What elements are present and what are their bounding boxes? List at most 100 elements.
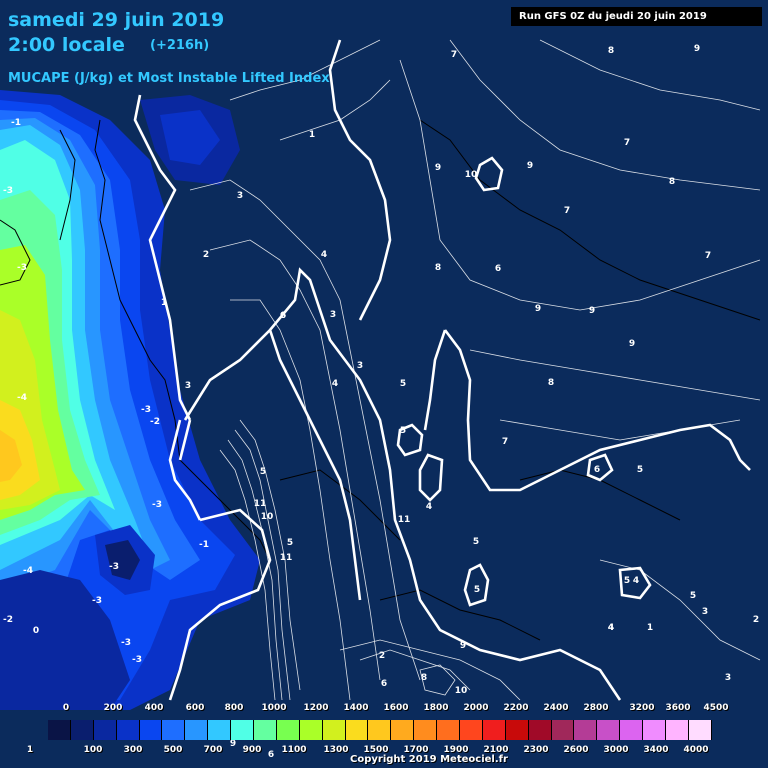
contour-value-label: 0 — [33, 626, 39, 636]
contour-value-label: 3 — [357, 361, 363, 371]
colorbar-label: 1500 — [363, 745, 389, 755]
colorbar-swatch — [116, 720, 140, 740]
colorbar-label: 500 — [163, 745, 183, 755]
colorbar-swatch — [368, 720, 392, 740]
colorbar-bottom-labels: 1 100 300 500 700 900 1100 1300 1500 1700 1900 2100… — [0, 745, 768, 759]
contour-value-label: 9 — [589, 306, 595, 316]
colorbar-swatch — [345, 720, 369, 740]
contour-value-label: 4 — [633, 576, 639, 586]
colorbar-label: 1000 — [261, 703, 287, 713]
colorbar-swatch — [162, 720, 186, 740]
colorbar-label: 1600 — [383, 703, 409, 713]
colorbar-swatch — [597, 720, 621, 740]
contour-value-label: 1 — [161, 298, 167, 308]
contour-value-label: 5 — [474, 585, 480, 595]
colorbar-label: 0 — [62, 703, 70, 713]
contour-value-label: 7 — [451, 50, 457, 60]
cape-contours — [189, 39, 761, 701]
contour-value-label: 5 — [637, 465, 643, 475]
colorbar-label: 300 — [123, 745, 143, 755]
colorbar-swatch — [391, 720, 415, 740]
colorbar-swatch — [643, 720, 667, 740]
contour-value-label: 6 — [594, 465, 600, 475]
colorbar-label: 2200 — [503, 703, 529, 713]
contour-value-label: 4 — [321, 250, 327, 260]
contour-value-label: 8 — [421, 673, 427, 683]
contour-value-label: 3 — [185, 381, 191, 391]
colorbar-label: 1100 — [281, 745, 307, 755]
contour-value-label: 8 — [548, 378, 554, 388]
contour-value-label: -3 — [3, 186, 13, 196]
colorbar-swatch — [437, 720, 461, 740]
contour-value-label: 9 — [435, 163, 441, 173]
contour-value-label: -1 — [11, 118, 21, 128]
run-info-box: Run GFS 0Z du jeudi 20 juin 2019 — [511, 7, 762, 26]
contour-value-label: 1 — [647, 623, 653, 633]
colorbar-top-labels: 0 200 400 600 800 1000 1200 1400 1600 1800 2000 220… — [0, 703, 768, 717]
contour-value-label: 3 — [330, 310, 336, 320]
contour-value-label: 7 — [502, 437, 508, 447]
contour-value-label: 8 — [669, 177, 675, 187]
colorbar-swatch — [276, 720, 300, 740]
contour-value-label: 9 — [460, 641, 466, 651]
contour-value-label: 6 — [268, 750, 274, 760]
colorbar-swatch — [48, 720, 71, 740]
contour-value-label: 6 — [381, 679, 387, 689]
cape-field — [0, 90, 260, 710]
contour-value-label: 5 — [260, 467, 266, 477]
contour-value-label: -1 — [199, 540, 209, 550]
contour-value-label: 7 — [705, 251, 711, 261]
contour-value-label: 10 — [261, 512, 274, 522]
contour-value-label: 2 — [203, 250, 209, 260]
contour-value-label: 4 — [608, 623, 614, 633]
colorbar-swatch — [185, 720, 209, 740]
colorbar-swatch — [528, 720, 552, 740]
contour-value-label: 4 — [608, 623, 614, 633]
contour-value-label: 10 — [455, 686, 468, 696]
contour-value-label: 8 — [608, 46, 614, 56]
colorbar-swatch — [620, 720, 644, 740]
contour-value-label: 5 — [287, 538, 293, 548]
colorbar-swatch — [688, 720, 712, 740]
colorbar-swatch — [208, 720, 232, 740]
contour-value-label: 5 — [690, 591, 696, 601]
valid-date-title: samedi 29 juin 2019 — [8, 9, 225, 31]
colorbar-label: 2100 — [483, 745, 509, 755]
contour-value-label: 7 — [624, 138, 630, 148]
contour-value-label: -3 — [141, 405, 151, 415]
colorbar-label: 1 — [26, 745, 34, 755]
colorbar-label: 1700 — [403, 745, 429, 755]
contour-value-label: 9 — [230, 739, 236, 749]
contour-value-label: -3 — [17, 263, 27, 273]
contour-value-label: 7 — [564, 206, 570, 216]
colorbar-label: 2400 — [543, 703, 569, 713]
colorbar-label: 800 — [224, 703, 244, 713]
contour-value-label: -3 — [132, 655, 142, 665]
contour-value-label: -4 — [17, 393, 27, 403]
contour-value-label: 11 — [280, 553, 293, 563]
colorbar-label: 4000 — [683, 745, 709, 755]
product-title: MUCAPE (J/kg) et Most Instable Lifted In… — [8, 71, 330, 86]
contour-value-label: 11 — [254, 499, 267, 509]
colorbar-label: 1800 — [423, 703, 449, 713]
colorbar-label: 3000 — [603, 745, 629, 755]
contour-value-label: -3 — [92, 596, 102, 606]
colorbar-label: 600 — [185, 703, 205, 713]
colorbar-swatch — [482, 720, 506, 740]
colorbar-label: 2300 — [523, 745, 549, 755]
colorbar-label: 3200 — [629, 703, 655, 713]
colorbar-label: 400 — [144, 703, 164, 713]
contour-value-label: 1 — [309, 130, 315, 140]
contour-value-label: 3 — [702, 607, 708, 617]
colorbar-swatch — [322, 720, 346, 740]
contour-value-label: -3 — [109, 562, 119, 572]
contour-value-label: -2 — [3, 615, 13, 625]
contour-value-label: -2 — [150, 417, 160, 427]
colorbar-label: 1200 — [303, 703, 329, 713]
contour-value-label: 10 — [465, 170, 478, 180]
colorbar-swatch — [139, 720, 163, 740]
contour-value-label: 3 — [725, 673, 731, 683]
colorbar-label: 1300 — [323, 745, 349, 755]
